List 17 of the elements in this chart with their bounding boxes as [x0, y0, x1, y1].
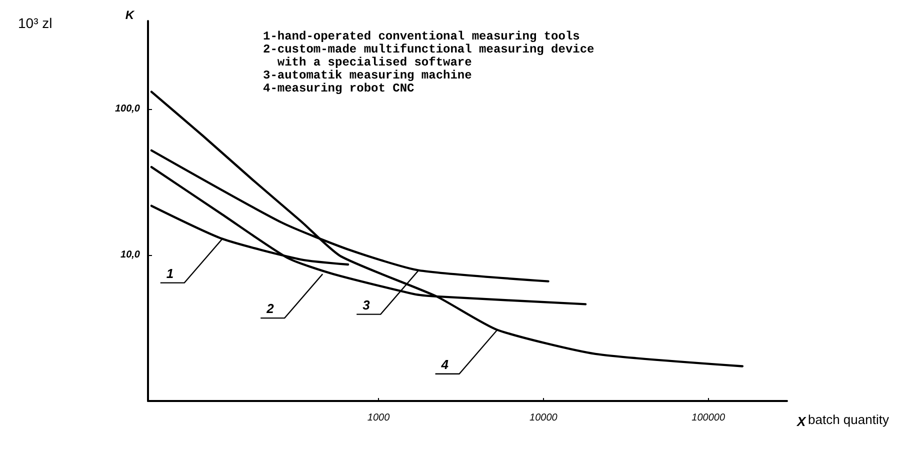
- annotation: 2-custom-made multifunctional measuring device with a specialised software: [263, 42, 594, 70]
- annotation: 1: [166, 266, 174, 281]
- text: 10³ zl: [18, 15, 52, 31]
- text: batch quantity: [808, 412, 890, 427]
- y-axis-title: K: [125, 8, 136, 22]
- annotation: 1-hand-operated conventional measuring tools: [263, 30, 580, 44]
- x-axis-title: X: [796, 414, 807, 429]
- x-tick-label: 100000: [692, 412, 726, 424]
- annotation: 2: [266, 301, 275, 316]
- annotation: 4-measuring robot CNC: [263, 82, 414, 96]
- annotation: 3-automatik measuring machine: [263, 68, 472, 82]
- annotation: 3: [362, 297, 371, 312]
- x-tick-label: 10000: [530, 412, 558, 424]
- y-tick-label: 10,0: [120, 249, 140, 260]
- annotation: 4: [440, 356, 450, 372]
- y-tick-label: 100,0: [114, 103, 140, 114]
- x-tick-label: 1000: [367, 412, 390, 424]
